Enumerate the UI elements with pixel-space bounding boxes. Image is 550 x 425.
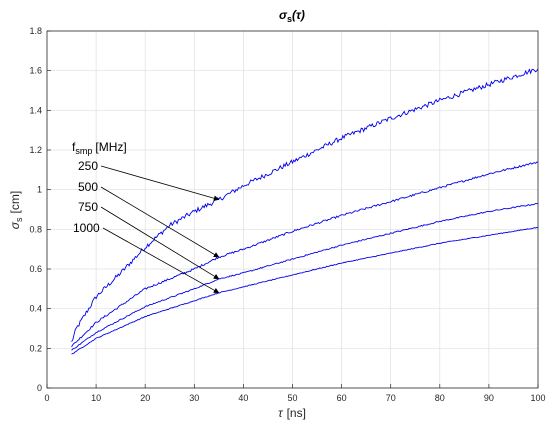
x-tick-label: 50 [287, 393, 297, 403]
x-tick-label: 60 [337, 393, 347, 403]
x-tick-label: 40 [238, 393, 248, 403]
y-tick-label: 0.8 [29, 224, 42, 234]
y-axis-label: σs[cm] [8, 191, 24, 229]
chart-title: σs(τ) [279, 8, 305, 24]
series-line-250 [71, 68, 539, 342]
y-tick-label: 0.6 [29, 264, 42, 274]
annotation-arrow-500 [100, 186, 220, 258]
axis-ticks: 0 10 20 30 40 50 60 70 80 90 10000.20.40.60.811.21… [29, 26, 545, 403]
legend-header: fsmp [MHz] [72, 140, 127, 156]
x-tick-label: 30 [189, 393, 199, 403]
x-tick-label: 90 [484, 393, 494, 403]
series-line-750 [71, 202, 539, 351]
series-group [71, 68, 539, 355]
annotation-label-500: 500 [78, 180, 98, 194]
x-tick-label: 20 [140, 393, 150, 403]
x-tick-label: 0 [44, 393, 49, 403]
y-tick-label: 0.4 [29, 304, 42, 314]
x-tick-label: 70 [386, 393, 396, 403]
annotation-arrow-1000 [102, 227, 220, 294]
series-line-500 [71, 161, 539, 348]
annotation-label-250: 250 [78, 159, 98, 173]
y-tick-label: 0 [37, 383, 42, 393]
x-tick-label: 100 [530, 393, 545, 403]
y-tick-label: 1 [37, 185, 42, 195]
x-tick-label: 10 [91, 393, 101, 403]
annotation-arrow-750 [100, 206, 220, 280]
x-tick-label: 80 [435, 393, 445, 403]
annotation-label-750: 750 [78, 200, 98, 214]
x-axis-label: τ [ns] [278, 406, 306, 420]
y-tick-label: 1.8 [29, 26, 42, 36]
y-tick-label: 1.4 [29, 105, 42, 115]
grid-lines [47, 31, 538, 388]
y-tick-label: 1.6 [29, 66, 42, 76]
annotation-group: 250 500 750 1000 [73, 159, 220, 294]
annotation-label-1000: 1000 [73, 221, 100, 235]
series-line-1000 [71, 226, 539, 355]
annotation-arrow-250 [100, 165, 220, 201]
y-tick-label: 0.2 [29, 343, 42, 353]
y-tick-label: 1.2 [29, 145, 42, 155]
